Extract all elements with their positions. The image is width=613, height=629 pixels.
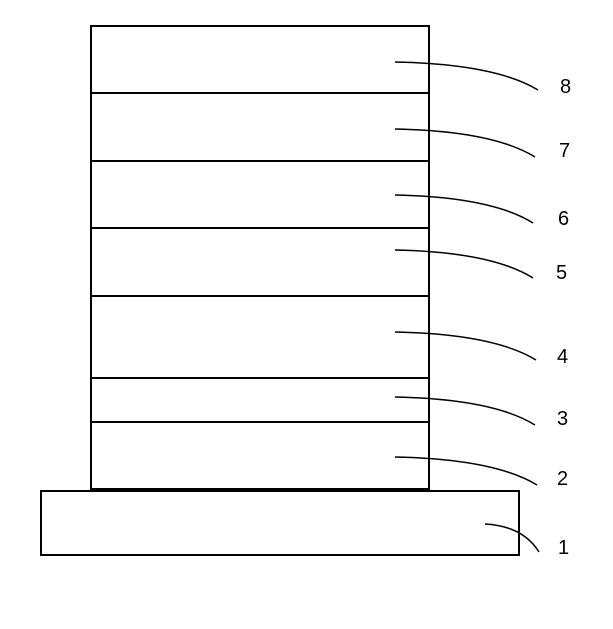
layer-6-label: 6 xyxy=(558,208,569,231)
layer-8-label: 8 xyxy=(560,76,571,99)
layer-3 xyxy=(90,379,430,423)
layer-2 xyxy=(90,423,430,490)
layer-6 xyxy=(90,162,430,229)
layer-7 xyxy=(90,94,430,162)
layer-4 xyxy=(90,297,430,379)
layer-3-label: 3 xyxy=(557,408,568,431)
layer-5-label: 5 xyxy=(556,262,567,285)
layer-8 xyxy=(90,25,430,94)
layer-4-label: 4 xyxy=(557,346,568,369)
diagram-canvas: 8 7 6 5 4 3 2 1 xyxy=(0,0,613,629)
layer-7-label: 7 xyxy=(559,140,570,163)
layer-5 xyxy=(90,229,430,297)
layer-2-label: 2 xyxy=(557,468,568,491)
layer-1-label: 1 xyxy=(558,537,569,560)
layer-1 xyxy=(40,490,520,556)
